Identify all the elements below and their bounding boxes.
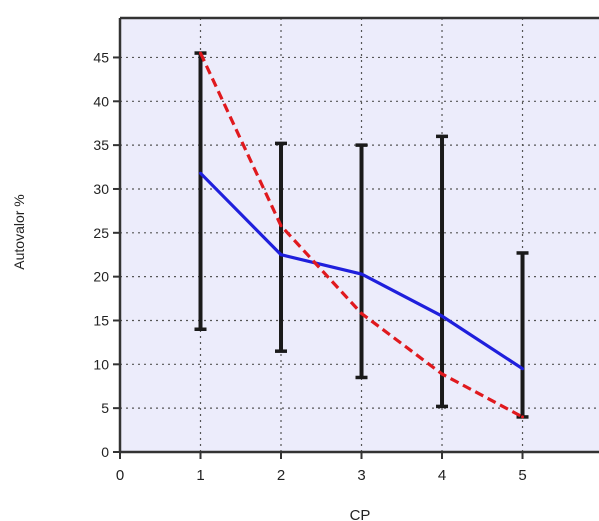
plot-area (120, 18, 599, 452)
x-tick-label: 4 (438, 467, 446, 484)
y-tick-label: 30 (93, 181, 109, 197)
series-2-point (279, 224, 283, 228)
x-tick-label: 5 (518, 467, 526, 484)
y-tick-label: 25 (93, 225, 109, 241)
y-tick-label: 20 (93, 269, 109, 285)
x-tick-label: 2 (277, 467, 285, 484)
series-2-point (199, 51, 203, 55)
y-tick-label: 45 (93, 49, 109, 65)
series-1-point (521, 367, 525, 371)
series-1-point (199, 171, 203, 175)
x-tick-label: 3 (357, 467, 365, 484)
series-2-point (440, 372, 444, 376)
y-tick-label: 5 (101, 400, 109, 416)
x-tick-label: 0 (116, 467, 124, 484)
y-tick-label: 40 (93, 93, 109, 109)
series-1-point (279, 253, 283, 257)
y-tick-label: 10 (93, 356, 109, 372)
series-1-point (440, 314, 444, 318)
x-tick-label: 1 (196, 467, 204, 484)
y-axis-label: Autovalor % (11, 194, 27, 269)
series-2-point (521, 415, 525, 419)
y-tick-label: 15 (93, 312, 109, 328)
x-axis-label: CP (350, 507, 371, 521)
y-tick-label: 0 (101, 444, 109, 460)
y-tick-label: 35 (93, 137, 109, 153)
series-2-point (360, 311, 364, 315)
series-1-point (360, 272, 364, 276)
